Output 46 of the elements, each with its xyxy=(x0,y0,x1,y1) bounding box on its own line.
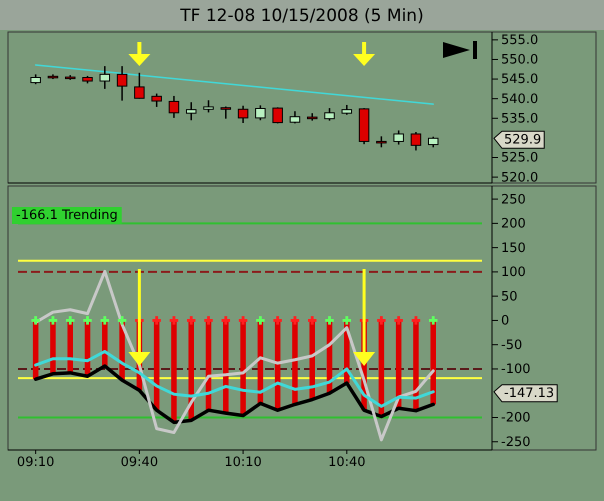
y-tick-label: -200 xyxy=(501,410,531,426)
y-tick-label: -250 xyxy=(501,434,531,450)
candlestick xyxy=(238,104,248,124)
candlestick xyxy=(220,106,232,120)
candlestick xyxy=(324,107,335,122)
candlestick xyxy=(272,106,283,124)
y-tick-label: 545.0 xyxy=(501,72,538,88)
candlestick xyxy=(168,95,180,119)
x-tick-label: 10:40 xyxy=(328,455,366,470)
y-tick-label: 550.0 xyxy=(501,52,538,68)
y-tick-label: 150 xyxy=(501,240,526,256)
candlestick xyxy=(116,65,128,102)
candlestick xyxy=(30,74,41,85)
x-tick-label: 10:10 xyxy=(224,455,262,470)
text: 529.9 xyxy=(504,132,542,148)
y-tick-label: 540.0 xyxy=(501,92,538,107)
y-tick-label: 520.0 xyxy=(501,170,538,186)
y-tick-label: -100 xyxy=(501,362,531,378)
candlestick xyxy=(290,110,300,124)
candlestick xyxy=(255,104,266,121)
candlestick xyxy=(203,99,214,114)
y-tick-label: 50 xyxy=(501,289,518,304)
y-tick-label: 535.0 xyxy=(501,111,538,126)
y-tick-label: 100 xyxy=(501,265,526,280)
line-series xyxy=(34,350,435,408)
candlestick xyxy=(342,104,352,116)
y-tick-label: 555.0 xyxy=(501,33,538,48)
annotation: -166.1 Trending xyxy=(16,208,118,223)
candlestick xyxy=(134,72,145,100)
y-tick-label: 250 xyxy=(501,192,526,208)
y-tick-label: 525.0 xyxy=(501,150,538,166)
y-tick-label: 200 xyxy=(501,216,526,232)
candlestick xyxy=(151,92,162,108)
candlestick xyxy=(393,130,404,146)
y-tick-label: 0 xyxy=(501,314,510,329)
line-series xyxy=(34,364,435,424)
candlestick xyxy=(428,136,438,148)
candlestick xyxy=(410,131,422,152)
text: -147.13 xyxy=(504,386,554,401)
chart-title: TF 12-08 10/15/2008 (5 Min) xyxy=(179,6,424,26)
candlestick xyxy=(376,136,387,148)
candlestick xyxy=(100,65,110,90)
x-tick-label: 09:10 xyxy=(16,455,54,470)
x-tick-label: 09:40 xyxy=(120,455,158,470)
y-tick-label: -50 xyxy=(501,338,522,353)
candlestick xyxy=(186,101,196,121)
